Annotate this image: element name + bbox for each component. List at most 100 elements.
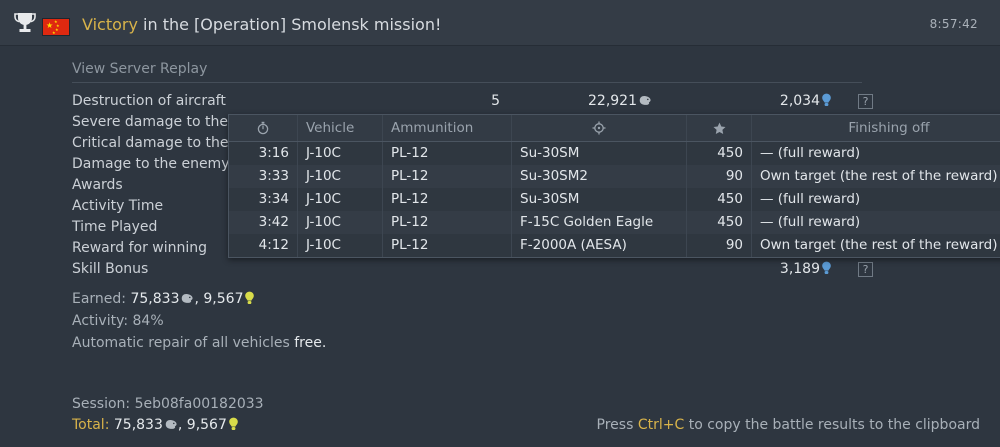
repair-free-text: free. [294,335,327,351]
total-label: Total: [72,417,114,433]
cell-vehicle: J-10C [297,165,383,188]
help-icon[interactable]: ? [858,94,873,109]
earned-separator: , [194,291,204,307]
stat-label: Activity Time [72,198,164,214]
damage-table-header-row: Vehicle Ammunition Finishing off [229,115,1000,142]
research-points-icon [229,417,238,430]
cell-score: 90 [686,165,752,188]
cell-time: 3:16 [229,141,298,165]
cell-time: 3:33 [229,165,298,188]
cell-ammunition: PL-12 [382,211,512,234]
clipboard-hint-key: Ctrl+C [637,417,685,433]
column-header-time [229,115,298,142]
star-icon [713,122,725,134]
repair-summary: Automatic repair of all vehicles free. [72,335,326,351]
table-row: 4:12 J-10C PL-12 F-2000A (AESA) 90 Own target… [229,234,1000,257]
cell-time: 4:12 [229,234,298,257]
stat-silver-lions: 22,921 [532,93,652,109]
flag-star-3: ★ [55,27,59,32]
flag-star-1: ★ [54,19,58,24]
cell-finishing-off: Own target (the rest of the reward) [751,234,1000,257]
damage-table-header: Vehicle Ammunition Finishing off [229,115,1000,142]
cell-vehicle: J-10C [297,141,383,165]
cell-ammunition: PL-12 [382,234,512,257]
clipboard-hint-post: to copy the battle results to the clipbo… [684,417,980,433]
column-header-ammunition: Ammunition [382,115,512,142]
stats-divider [72,82,862,83]
total-summary: Total: 75,833, 9,567 [72,417,239,433]
session-id: Session: 5eb08fa00182033 [72,396,264,412]
column-header-finishing-off: Finishing off [751,115,1000,142]
help-icon[interactable]: ? [858,262,873,277]
stat-row: Skill Bonus 3,189? [72,261,873,282]
flag-star-2: ★ [56,23,60,28]
silver-lions-icon [165,420,177,429]
flag-star-4: ★ [52,30,56,35]
cell-score: 450 [686,211,752,234]
stat-label: Skill Bonus [72,261,149,277]
stat-count: 5 [491,93,500,109]
table-row: 3:33 J-10C PL-12 Su-30SM2 90 Own target (the … [229,165,1000,188]
clipboard-hint-pre: Press [596,417,638,433]
repair-text: Automatic repair of all vehicles [72,335,295,351]
silver-lions-icon [182,294,194,303]
stat-label: Destruction of aircraft [72,93,226,109]
table-row: 3:42 J-10C PL-12 F-15C Golden Eagle 450— (fu… [229,211,1000,234]
cell-vehicle: J-10C [297,188,383,211]
cell-finishing-off: — (full reward) [751,141,1000,165]
cell-score: 450 [686,188,752,211]
activity-summary: Activity: 84% [72,313,164,329]
stat-row: Reward for winning [72,240,862,261]
earned-label: Earned: [72,291,131,307]
damage-table: Vehicle Ammunition Finishing off [229,115,1000,257]
stat-research-points: 3,189 [712,261,832,277]
cell-ammunition: PL-12 [382,188,512,211]
total-separator: , [177,417,187,433]
china-flag-icon: ★ ★ ★ ★ ★ [42,18,70,36]
page-title: Victory in the [Operation] Smolensk miss… [82,15,441,34]
damage-detail-tooltip: Vehicle Ammunition Finishing off [228,114,1000,258]
cell-finishing-off: Own target (the rest of the reward) [751,165,1000,188]
session-clock: 8:57:42 [929,17,978,31]
cell-score: 450 [686,141,752,165]
column-header-target [511,115,687,142]
research-points-icon [822,93,831,106]
stat-row: Activity Time [72,198,862,219]
cell-time: 3:42 [229,211,298,234]
research-points-icon [822,261,831,274]
clipboard-hint: Press Ctrl+C to copy the battle results … [597,417,980,433]
cell-target: F-15C Golden Eagle [511,211,687,234]
column-header-vehicle: Vehicle [297,115,383,142]
stat-row: Damage to the enemy [72,156,862,177]
cell-finishing-off: — (full reward) [751,188,1000,211]
cell-ammunition: PL-12 [382,141,512,165]
cell-target: Su-30SM [511,141,687,165]
earned-silver-lions: 75,833 [130,291,180,307]
research-points-icon [245,291,255,304]
trophy-icon [14,13,36,32]
stat-label: Reward for winning [72,240,208,256]
battle-result-header: ★ ★ ★ ★ ★ Victory in the [Operation] Smo… [0,0,1000,46]
flag-star-large: ★ [46,21,54,30]
cell-vehicle: J-10C [297,211,383,234]
mission-text: in the [Operation] Smolensk mission! [137,15,442,34]
earned-research-points: 9,567 [203,291,244,307]
stat-research-points: 2,034 [712,93,832,109]
victory-text: Victory [82,15,138,34]
stopwatch-icon [257,121,269,134]
cell-vehicle: J-10C [297,234,383,257]
cell-target: F-2000A (AESA) [511,234,687,257]
stat-row: Awards [72,177,862,198]
cell-finishing-off: — (full reward) [751,211,1000,234]
cell-target: Su-30SM [511,188,687,211]
view-server-replay-link[interactable]: View Server Replay [72,61,208,77]
total-silver-lions: 75,833 [113,417,163,433]
cell-score: 90 [686,234,752,257]
stat-row: Time Played [72,219,862,240]
cell-ammunition: PL-12 [382,165,512,188]
silver-lions-icon [639,96,651,105]
stat-row: Destruction of aircraft 5 22,921 2,034? [72,93,873,114]
